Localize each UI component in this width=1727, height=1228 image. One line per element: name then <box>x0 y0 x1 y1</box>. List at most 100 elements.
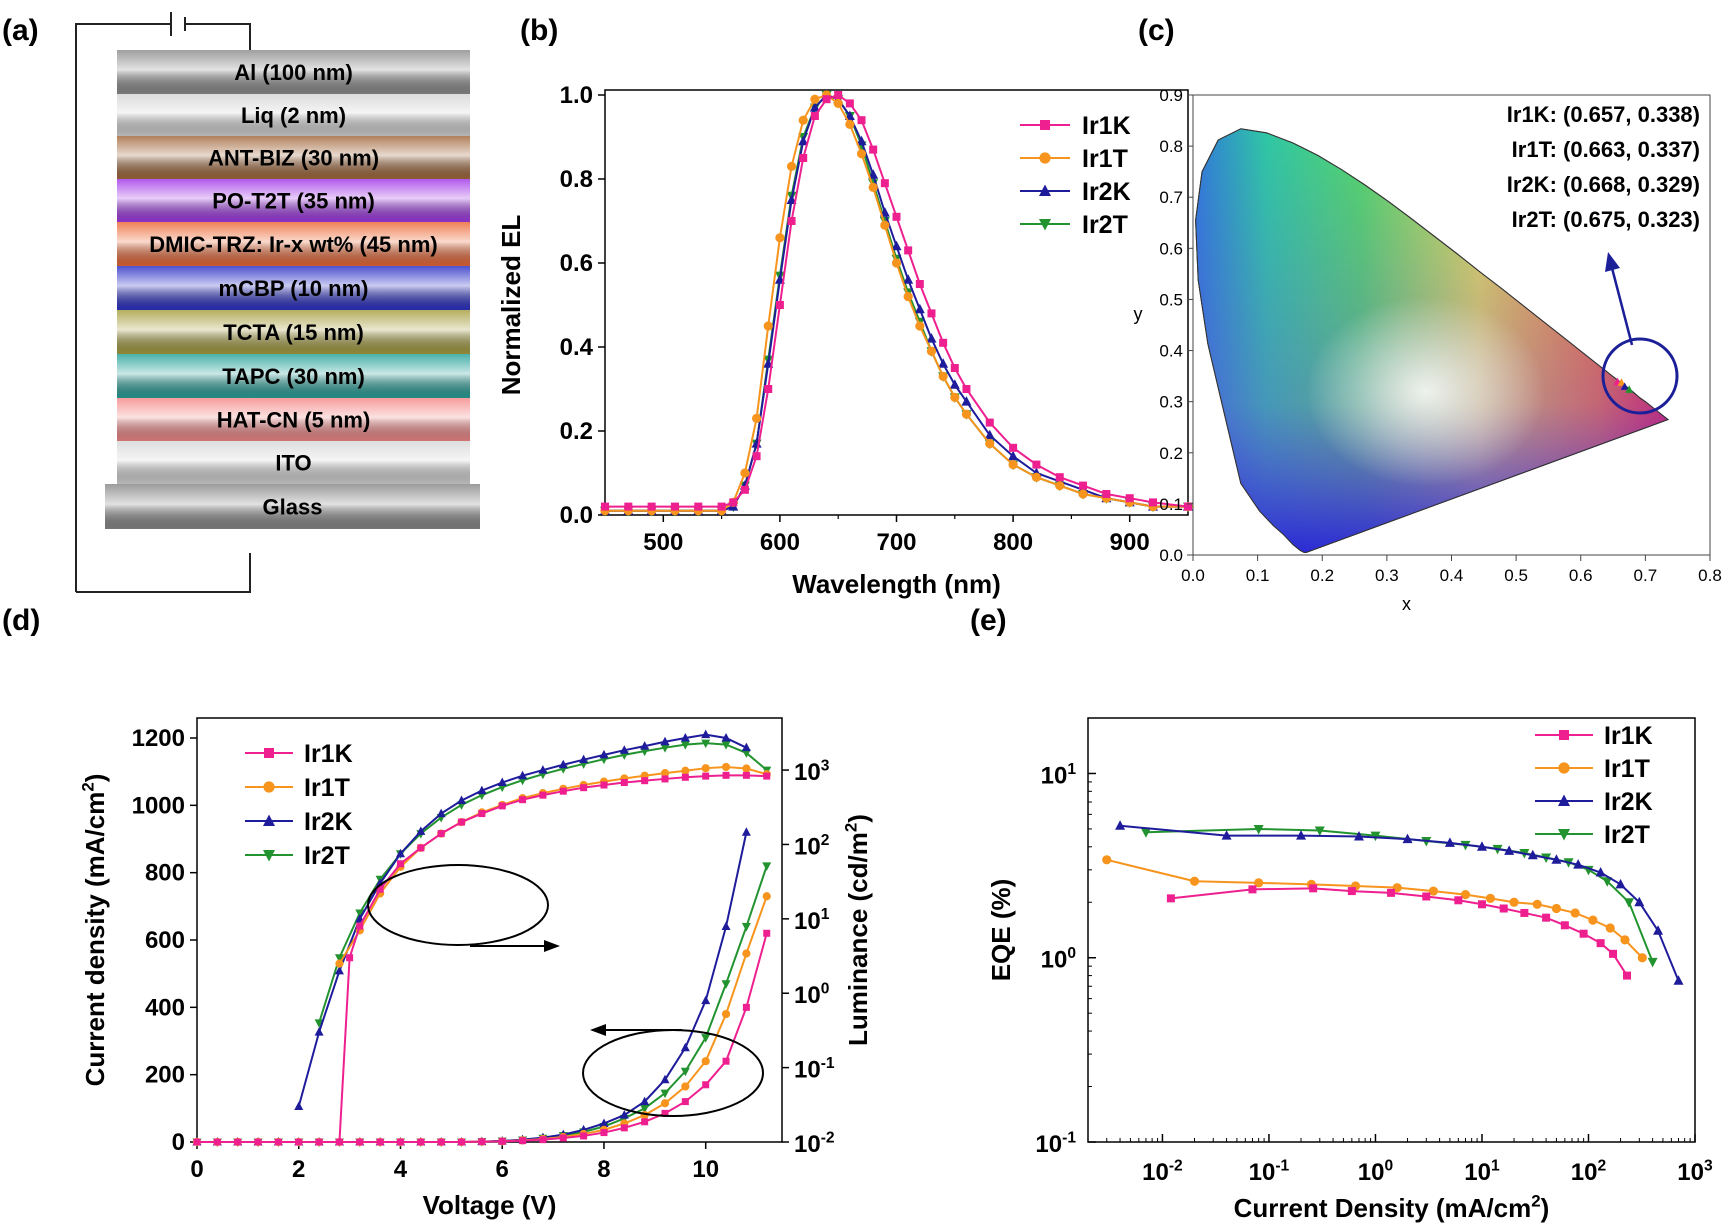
data-point-Ir1K <box>810 112 819 120</box>
data-point-Ir1T <box>1428 886 1439 896</box>
data-point-Ir1K <box>752 452 761 461</box>
current-density-point-Ir1K <box>763 929 771 937</box>
current-density-point-Ir1K <box>295 1138 303 1146</box>
legend-label-Ir2T: Ir2T <box>1604 821 1650 849</box>
panel-label-b: (b) <box>520 14 558 47</box>
data-point-Ir1K <box>962 385 971 393</box>
y-tick-label: 0.4 <box>1159 342 1183 361</box>
data-point-Ir2T <box>1602 877 1613 887</box>
data-point-Ir2K <box>809 102 820 112</box>
current-density-point-Ir1K <box>539 1136 547 1144</box>
highlight-circle <box>1601 337 1679 415</box>
current-density-point-Ir1T <box>660 1099 670 1108</box>
data-point-Ir1K <box>1609 949 1618 958</box>
x-tick-label: 0.3 <box>1375 566 1399 585</box>
luminance-point-Ir2K <box>579 754 589 764</box>
luminance-point-Ir1T <box>660 769 670 778</box>
x-tick-label: 2 <box>292 1156 305 1183</box>
cie-label-Ir1T: Ir1T: (0.663, 0.337) <box>1512 137 1700 162</box>
data-point-Ir1T <box>961 409 972 419</box>
x-axis-label: Wavelength (nm) <box>792 569 1000 599</box>
current-density-point-Ir1K <box>315 1138 323 1146</box>
arrow-shaft <box>1610 267 1634 346</box>
current-density-point-Ir2K <box>640 1096 650 1106</box>
data-point-Ir1T <box>1485 893 1496 903</box>
legend-marker-Ir2T <box>1558 829 1570 841</box>
data-point-Ir1K <box>1032 460 1041 469</box>
legend-label-Ir1K: Ir1K <box>1604 722 1653 750</box>
data-point-Ir1K <box>1387 888 1396 897</box>
plot-frame <box>196 717 783 1143</box>
y-tick-label: 0.4 <box>560 334 594 361</box>
eqe-chart: 10-2 10-1 100 101 102 103 10-1 100 101 Current De… <box>986 717 1713 1223</box>
layer-label-2: ANT-BIZ (30 nm) <box>208 146 379 171</box>
current-density-point-Ir1K <box>742 1003 750 1011</box>
legend-marker-Ir1T <box>1558 762 1570 774</box>
current-density-line-Ir2T <box>197 865 768 1143</box>
data-point-Ir2K <box>798 135 809 146</box>
current-density-line-Ir1T <box>197 895 768 1143</box>
data-point-Ir2K <box>984 429 995 440</box>
x-tick-label: 6 <box>496 1156 509 1183</box>
data-point-Ir1K <box>1596 939 1605 948</box>
luminance-point-Ir1K <box>437 830 445 838</box>
data-point-Ir1K <box>904 246 913 255</box>
layer-label-1: Liq (2 nm) <box>241 103 346 128</box>
luminance-point-Ir2K <box>314 1027 324 1036</box>
data-point-Ir2K <box>1573 859 1584 869</box>
data-point-Ir1T <box>1460 890 1471 900</box>
legend-marker-Ir1T <box>1039 152 1051 164</box>
data-point-Ir1T <box>856 149 867 159</box>
plot-frame <box>1087 717 1696 1143</box>
current-density-point-Ir2T <box>741 923 751 932</box>
current-density-point-Ir2K <box>721 921 731 931</box>
data-point-Ir2K <box>1353 830 1364 841</box>
current-density-point-Ir1K <box>417 1138 425 1146</box>
data-point-Ir2K <box>1444 837 1455 847</box>
y-tick-label: 0.8 <box>560 166 593 193</box>
luminance-point-Ir1K <box>539 791 547 799</box>
data-point-Ir1T <box>845 119 855 129</box>
data-point-Ir1K <box>624 502 633 511</box>
current-density-point-Ir2K <box>599 1118 609 1127</box>
layer-shine-2 <box>117 136 470 179</box>
y-tick-label-right: 101 <box>794 906 830 935</box>
x-tick-label: 0.5 <box>1504 566 1528 585</box>
current-density-point-Ir1K <box>681 1098 689 1106</box>
y-axis-label: y <box>1134 304 1143 324</box>
luminance-point-Ir1K <box>722 771 730 779</box>
panel-label-c: (c) <box>1138 14 1175 47</box>
legend-label-Ir2K: Ir2K <box>1082 178 1131 206</box>
luminance-point-Ir2T <box>741 749 751 758</box>
data-point-Ir2K <box>1476 841 1487 851</box>
panel-label-d: (d) <box>2 604 40 637</box>
data-point-Ir1T <box>1008 460 1018 470</box>
data-point-Ir1T <box>950 392 960 402</box>
data-point-Ir2K <box>914 303 925 314</box>
series-line-Ir2K <box>1119 824 1680 982</box>
layer-label-5: mCBP (10 nm) <box>219 276 369 301</box>
luminance-point-Ir2K <box>558 759 568 769</box>
jvl-chart: 0 2 4 6 8 1002004006008001000120010-210-11001… <box>79 717 873 1220</box>
callout-ellipse-luminance <box>367 864 549 946</box>
data-point-Ir2K <box>961 396 972 406</box>
legend-label-Ir1T: Ir1T <box>1082 145 1128 173</box>
data-point-Ir1K <box>915 280 924 288</box>
data-point-Ir1K <box>799 154 808 162</box>
y-axis-label: EQE (%) <box>986 879 1016 982</box>
luminance-point-Ir1K <box>458 818 466 826</box>
y-tick-label: 1.0 <box>560 82 593 109</box>
y-tick-label-right: 102 <box>794 832 830 861</box>
layer-label-4: DMIC-TRZ: Ir-x wt% (45 nm) <box>149 232 437 257</box>
layer-shine-3 <box>117 179 470 222</box>
current-density-point-Ir1K <box>661 1109 669 1117</box>
data-point-Ir1K <box>1166 894 1175 903</box>
current-density-point-Ir1K <box>376 1138 384 1146</box>
data-point-Ir1T <box>880 220 890 230</box>
cie-label-Ir2T: Ir2T: (0.675, 0.323) <box>1512 207 1700 232</box>
luminance-point-Ir1K <box>681 773 689 781</box>
data-point-Ir1T <box>1620 935 1630 945</box>
x-tick-label: 103 <box>1677 1157 1713 1186</box>
y-axis-label: Normalized EL <box>496 215 526 396</box>
luminance-point-Ir1K <box>396 860 404 868</box>
